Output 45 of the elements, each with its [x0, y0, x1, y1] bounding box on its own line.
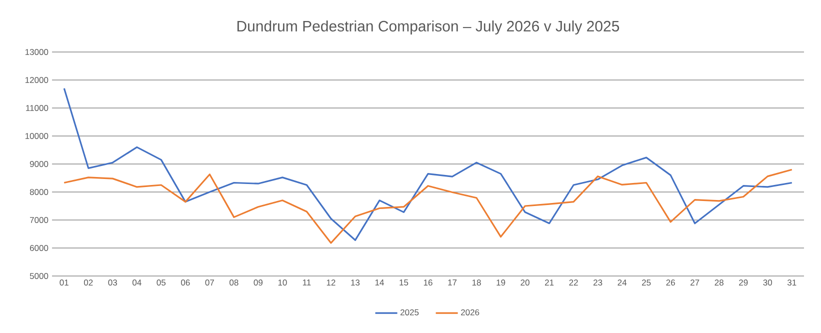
y-tick-label: 8000 [30, 189, 48, 196]
x-tick-label: 20 [520, 280, 530, 286]
x-tick-label: 24 [618, 280, 627, 286]
y-tick-label: 5000 [30, 273, 48, 280]
x-tick-label: 29 [739, 280, 748, 286]
x-tick-label: 30 [763, 280, 772, 286]
x-tick-label: 25 [642, 280, 651, 286]
line-series [63, 88, 793, 241]
x-tick-label: 22 [569, 280, 578, 286]
x-tick-label: 26 [666, 280, 675, 286]
x-tick-label: 16 [424, 280, 432, 286]
y-tick-label: 6000 [30, 245, 48, 252]
x-tick-label: 08 [230, 280, 238, 286]
chart-title: Dundrum Pedestrian Comparison – July 2026 v July 2025 [237, 20, 620, 34]
x-tick-label: 06 [181, 280, 190, 286]
x-tick-label: 14 [375, 280, 384, 286]
x-tick-label: 31 [787, 280, 796, 286]
x-tick-label: 10 [278, 280, 287, 286]
legend-label: 2026 [461, 309, 480, 316]
x-tick-label: 04 [132, 280, 142, 286]
x-tick-label: 03 [108, 280, 118, 286]
x-tick-label: 19 [496, 280, 506, 286]
x-tick-label: 12 [326, 280, 336, 286]
x-tick-label: 18 [472, 280, 481, 286]
x-tick-label: 11 [302, 280, 311, 286]
x-tick-label: 07 [205, 280, 214, 286]
y-tick-label: 9000 [30, 161, 48, 168]
line-series [63, 168, 793, 244]
y-tick-label: 12000 [25, 77, 48, 84]
x-tick-label: 13 [351, 280, 360, 286]
legend-label: 2025 [400, 309, 419, 316]
x-tick-label: 09 [254, 280, 263, 286]
x-tick-label: 05 [156, 280, 166, 286]
x-tick-label: 01 [60, 280, 68, 286]
y-tick-label: 11000 [26, 105, 48, 112]
x-tick-label: 21 [544, 280, 554, 286]
y-tick-label: 13000 [25, 49, 48, 56]
x-tick-label: 15 [400, 280, 408, 286]
x-tick-label: 28 [714, 280, 724, 286]
x-tick-label: 17 [448, 280, 457, 286]
y-tick-label: 7000 [30, 217, 48, 224]
x-tick-label: 02 [84, 280, 93, 286]
x-tick-label: 27 [690, 280, 700, 286]
x-tick-label: 23 [594, 280, 602, 286]
y-tick-label: 10000 [25, 133, 48, 140]
